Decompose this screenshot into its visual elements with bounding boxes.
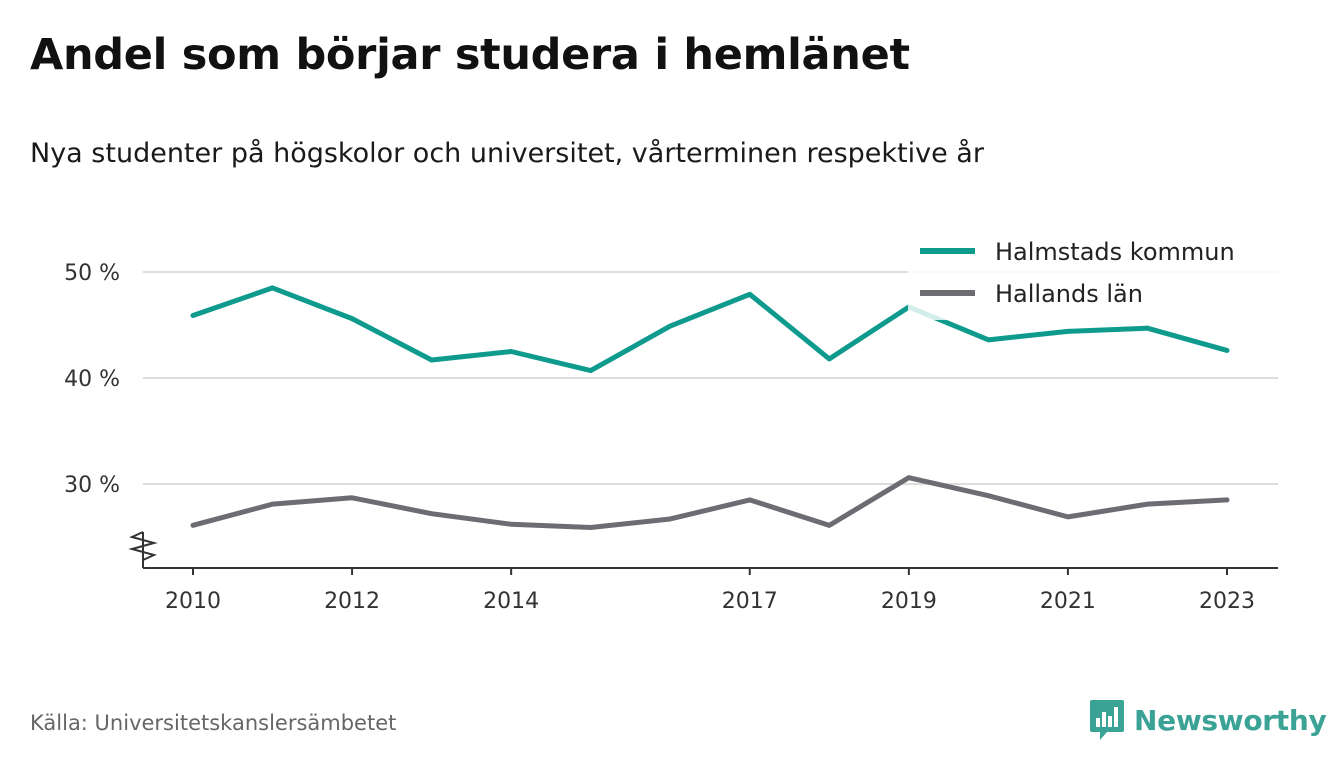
x-tick-label: 2012 [324, 589, 380, 614]
chart-title: Andel som börjar studera i hemlänet [30, 30, 910, 80]
brand-logo: Newsworthy [1089, 698, 1327, 742]
legend-label: Halmstads kommun [995, 238, 1235, 266]
chart-subtitle: Nya studenter på högskolor och universit… [30, 138, 984, 169]
y-tick-label: 30 % [64, 473, 120, 498]
legend-background [908, 228, 1278, 320]
x-tick-label: 2010 [165, 589, 221, 614]
x-tick-label: 2017 [722, 589, 778, 614]
series-lines [190, 285, 1230, 530]
x-tick-label: 2014 [483, 589, 539, 614]
axis-break-icon [128, 531, 158, 561]
line-chart: 30 % 40 % 50 % 2010 2012 2014 2017 2019 2021 202… [64, 228, 1278, 614]
y-axis-ticks: 30 % 40 % 50 % [64, 261, 120, 498]
legend-label: Hallands län [995, 280, 1143, 308]
source-note: Källa: Universitetskanslersämbetet [30, 711, 397, 735]
y-tick-label: 40 % [64, 367, 120, 392]
x-tick-label: 2021 [1040, 589, 1096, 614]
bar-chart-speech-bubble-icon [1090, 700, 1124, 740]
y-tick-label: 50 % [64, 261, 120, 286]
x-tick-label: 2023 [1199, 589, 1255, 614]
series-line-1 [190, 475, 1230, 530]
brand-name: Newsworthy [1134, 703, 1327, 737]
legend: Halmstads kommun Hallands län [908, 228, 1278, 320]
x-tick-label: 2019 [881, 589, 937, 614]
series-line-0 [190, 285, 1230, 374]
x-axis-ticks: 2010 2012 2014 2017 2019 2021 2023 [165, 568, 1255, 614]
x-axis [128, 531, 1278, 569]
